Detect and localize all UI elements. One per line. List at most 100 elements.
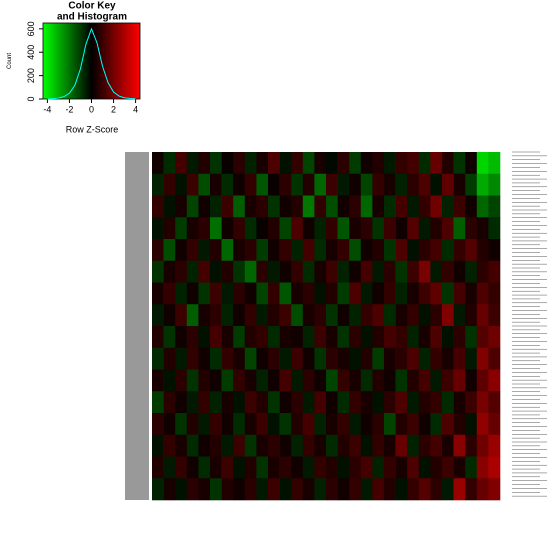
key-title: and Histogram [57,12,127,23]
heatmap-cell [268,478,280,501]
heatmap-cell [244,304,257,327]
key-x-tick-label: 2 [111,104,116,114]
heatmap-cell [418,152,431,175]
heatmap-cell [302,347,315,370]
heatmap-cell [395,304,408,327]
heatmap-cell [372,304,385,327]
heatmap-cell [198,260,211,283]
column-label: T47D_mRNA [489,510,499,560]
heatmap-cell [198,304,211,327]
heatmap-cell [291,456,304,479]
heatmap-cell [163,195,176,218]
column-label: V62_mRNA [419,510,429,558]
heatmap-cell [256,282,269,305]
heatmap-cell [360,282,373,305]
heatmap-cell [175,239,188,262]
heatmap-cell [372,152,385,175]
heatmap-cell [442,152,454,175]
heatmap-cell [407,260,420,283]
column-label: V61_mRNA [303,510,313,558]
heatmap-cell [360,413,373,436]
column-label: V40_mRNA [338,510,348,558]
heatmap-cell [233,260,246,283]
column-label: 3V39_mRNA [152,510,162,560]
heatmap-cell [163,434,176,457]
heatmap-cell [337,152,350,175]
heatmap-cell [279,413,292,436]
heatmap-cell [418,456,431,479]
heatmap-cell [349,391,362,414]
heatmap-cell [314,239,327,262]
heatmap-cell [372,326,385,349]
heatmap-cell [302,217,315,240]
heatmap-cell [453,304,466,327]
heatmap-cell [326,282,338,305]
heatmap-cell [256,478,269,501]
heatmap-cell [163,413,176,436]
heatmap-cell [152,326,164,349]
heatmap-cell [465,478,478,501]
heatmap-cell [384,326,396,349]
heatmap-cell [233,282,246,305]
heatmap-cell [268,347,280,370]
heatmap-cell [186,173,199,196]
heatmap-cell [488,304,501,327]
heatmap-cell [291,173,304,196]
heatmap-cell [244,326,257,349]
heatmap-cell [314,282,327,305]
heatmap-cell [407,282,420,305]
heatmap-cell [465,326,478,349]
heatmap-cell [418,173,431,196]
heatmap-cell [279,391,292,414]
heatmap-cell [384,413,396,436]
heatmap-cell [163,239,176,262]
heatmap-cell [384,478,396,501]
heatmap-cell [210,456,222,479]
heatmap-cell [349,434,362,457]
heatmap-cell [360,217,373,240]
column-label: V11_mRNA [187,510,197,557]
heatmap-cell [233,195,246,218]
heatmap-cell [314,456,327,479]
heatmap-cell [152,282,164,305]
heatmap-cell [175,195,188,218]
heatmap-cell [442,434,454,457]
heatmap-cell [407,369,420,392]
heatmap-cell [372,456,385,479]
heatmap-cell [349,326,362,349]
heatmap-cell [291,195,304,218]
heatmap-cell [244,434,257,457]
heatmap-cell [210,347,222,370]
heatmap-cell [291,239,304,262]
heatmap-cell [384,173,396,196]
heatmap-cell [407,413,420,436]
heatmap-cell [175,282,188,305]
heatmap-cell [488,478,501,501]
heatmap-cell [186,282,199,305]
heatmap-cell [291,347,304,370]
heatmap-cell [175,369,188,392]
heatmap-cell [163,369,176,392]
heatmap-cell [430,369,443,392]
heatmap-cell [163,456,176,479]
heatmap-cell [198,173,211,196]
heatmap-cell [221,369,234,392]
heatmap-cell [302,304,315,327]
heatmap-cell [256,326,269,349]
heatmap-cell [198,152,211,175]
heatmap-cell [395,413,408,436]
heatmap-cell [360,326,373,349]
heatmap-cell [233,347,246,370]
column-label: RD2_mRNA [454,510,464,560]
heatmap-cell [442,195,454,218]
heatmap-cell [302,195,315,218]
heatmap-cell [430,173,443,196]
heatmap-cell [430,326,443,349]
heatmap-cell [349,173,362,196]
heatmap-cell [488,369,501,392]
heatmap-cell [430,195,443,218]
heatmap-cell [430,217,443,240]
column-label: 3V17_mRNA [164,510,174,560]
heatmap-cell [360,456,373,479]
heatmap-cell [395,478,408,501]
